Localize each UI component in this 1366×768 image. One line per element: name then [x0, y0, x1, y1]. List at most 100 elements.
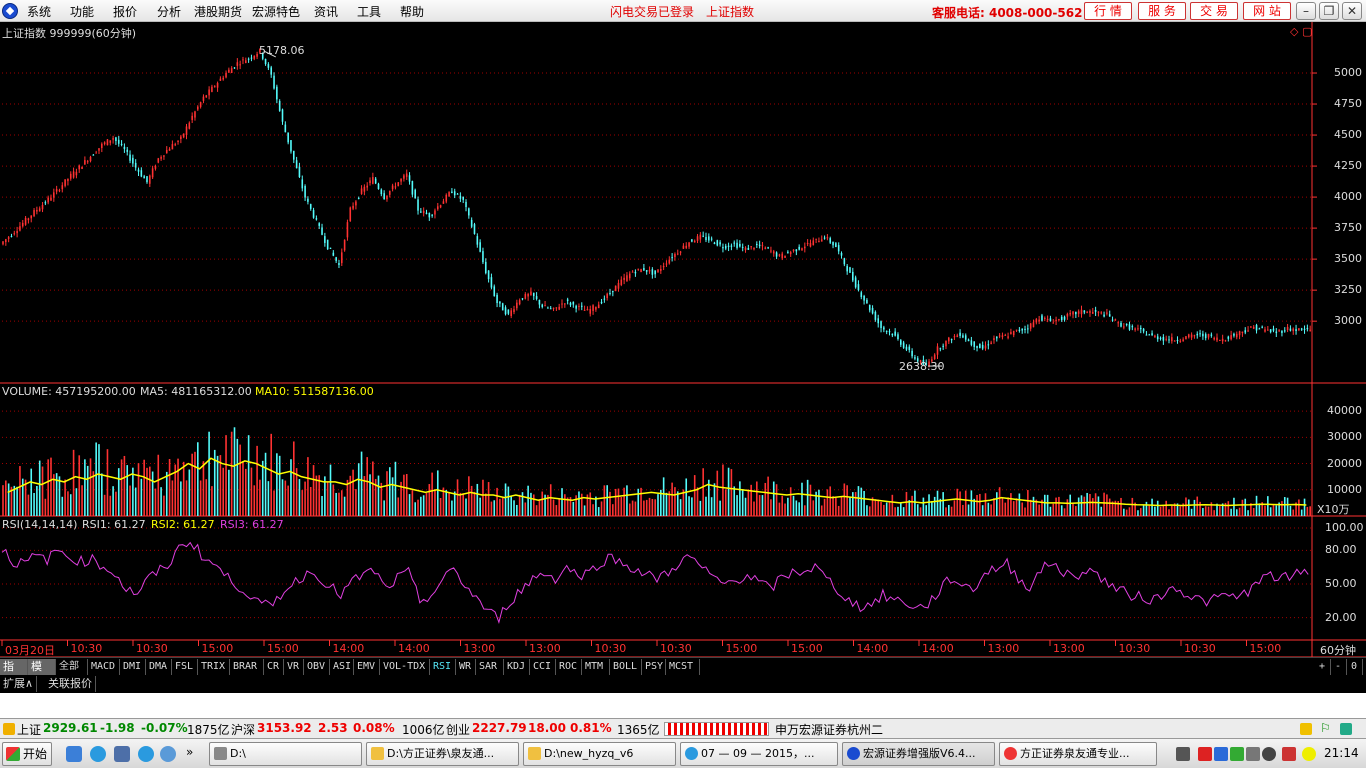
task-fangzheng[interactable]: 方正证券泉友通专业... [999, 742, 1157, 766]
network-icon[interactable] [1230, 747, 1244, 761]
candle-body [81, 166, 83, 169]
tab-roc[interactable]: ROC [556, 659, 582, 675]
antivirus-icon[interactable] [1282, 747, 1296, 761]
expand-tab[interactable]: 扩展∧ [0, 676, 38, 692]
price-tick: 4250 [1334, 159, 1362, 173]
menu-system[interactable]: 系统 [27, 5, 52, 19]
tab-指标[interactable]: 指标 [0, 659, 28, 689]
tab-kdj[interactable]: KDJ [504, 659, 530, 675]
tab-fsl[interactable]: FSL [172, 659, 198, 675]
tray-flag-icon[interactable] [1198, 747, 1212, 761]
volume-bar [674, 487, 676, 516]
candle-body [1007, 336, 1009, 338]
task-hongyuan[interactable]: 宏源证券增强版V6.4... [842, 742, 995, 766]
menu-function[interactable]: 功能 [70, 5, 95, 19]
tab-cr[interactable]: CR [264, 659, 284, 675]
close-icon[interactable]: ✕ [1342, 2, 1362, 20]
current-index-label[interactable]: 上证指数 [706, 5, 755, 19]
tab-cci[interactable]: CCI [530, 659, 556, 675]
menu-tools[interactable]: 工具 [357, 5, 382, 19]
period-label[interactable]: 60分钟 [1320, 644, 1356, 657]
volume-bar [623, 487, 625, 516]
service-button[interactable]: 服 务 [1138, 2, 1186, 20]
tab-mcst[interactable]: MCST [666, 659, 700, 675]
candle-body [459, 195, 462, 199]
menu-quotes[interactable]: 报价 [113, 5, 138, 19]
tab-emv[interactable]: EMV [354, 659, 380, 675]
volume-bar [281, 479, 284, 516]
candle-body [795, 249, 798, 252]
quotes-button[interactable]: 行 情 [1084, 2, 1132, 20]
connection-icon[interactable] [1340, 723, 1352, 735]
quicklaunch-browser-icon[interactable] [138, 746, 154, 762]
task-folder-fangzheng[interactable]: D:\方正证券\泉友通... [366, 742, 519, 766]
update-icon[interactable] [1302, 747, 1316, 761]
tab-mtm[interactable]: MTM [582, 659, 610, 675]
diamond-icon[interactable]: ◇ [1290, 25, 1299, 38]
task-browser[interactable]: 07 — 09 — 2015，... [680, 742, 838, 766]
tab-control-0[interactable]: + [1316, 659, 1331, 675]
volume-bar [713, 483, 716, 516]
candle-body [216, 83, 219, 88]
candle-body [165, 149, 168, 154]
tab-obv[interactable]: OBV [304, 659, 330, 675]
volume-bar [24, 479, 27, 516]
candle-body [933, 354, 936, 359]
tab-control-2[interactable]: 0 [1348, 659, 1363, 675]
chart-area[interactable] [0, 22, 1366, 657]
volume-bar [1286, 497, 1289, 516]
quicklaunch-desktop-icon[interactable] [114, 746, 130, 762]
menu-info[interactable]: 资讯 [314, 5, 339, 19]
volume-bar [137, 463, 140, 516]
hs-amount: 1006亿 [402, 723, 445, 737]
more-icon[interactable]: » [186, 745, 194, 759]
tab-brar[interactable]: BRAR [230, 659, 264, 675]
candle-body [1267, 329, 1269, 331]
shield-icon[interactable] [1214, 747, 1228, 761]
start-button[interactable]: 开始 [2, 742, 52, 766]
minimize-icon[interactable]: – [1296, 2, 1316, 20]
candle-body [654, 270, 656, 275]
menu-hongyuan[interactable]: 宏源特色 [252, 5, 301, 19]
tab-asi[interactable]: ASI [330, 659, 354, 675]
tab-wr[interactable]: WR [456, 659, 476, 675]
volume-icon[interactable] [1246, 747, 1260, 761]
quicklaunch-search-icon[interactable] [160, 746, 176, 762]
keyboard-icon[interactable] [1176, 747, 1190, 761]
tab-macd[interactable]: MACD [88, 659, 120, 675]
candle-body [894, 331, 896, 336]
candle-body [197, 106, 199, 110]
menu-help[interactable]: 帮助 [400, 5, 425, 19]
tab-psy[interactable]: PSY [642, 659, 666, 675]
tab-vol-tdx[interactable]: VOL-TDX [380, 659, 430, 675]
volume-bar [1114, 500, 1117, 516]
tab-trix[interactable]: TRIX [198, 659, 230, 675]
related-quotes-tab[interactable]: 关联报价 [45, 676, 96, 692]
tab-dma[interactable]: DMA [146, 659, 172, 675]
lock-icon[interactable] [1300, 723, 1312, 735]
tab-全部[interactable]: 全部 [56, 659, 88, 675]
tab-vr[interactable]: VR [284, 659, 304, 675]
app-logo-icon[interactable] [2, 3, 18, 19]
menu-analysis[interactable]: 分析 [157, 5, 182, 19]
task-drive-d[interactable]: D:\ [209, 742, 362, 766]
tab-模板[interactable]: 模板 [28, 659, 56, 689]
trade-button[interactable]: 交 易 [1190, 2, 1238, 20]
candle-body [1131, 326, 1134, 328]
tab-dmi[interactable]: DMI [120, 659, 146, 675]
tab-control-1[interactable]: - [1332, 659, 1347, 675]
clock-tray-icon[interactable] [1262, 747, 1276, 761]
tab-sar[interactable]: SAR [476, 659, 504, 675]
tab-rsi[interactable]: RSI [430, 659, 456, 675]
status-bar: 上证 2929.61 -1.98 -0.07% 1875亿 沪深 3153.92… [0, 718, 1366, 738]
menu-hk-futures[interactable]: 港股期货 [194, 5, 243, 19]
quicklaunch-ie-icon[interactable] [90, 746, 106, 762]
restore-icon[interactable]: ❐ [1319, 2, 1339, 20]
tab-boll[interactable]: BOLL [610, 659, 642, 675]
signal-icon[interactable]: ⚐ [1320, 721, 1331, 735]
market-icon[interactable] [3, 723, 15, 735]
window-toggle-icon[interactable]: ▢ [1302, 25, 1313, 38]
website-button[interactable]: 网 站 [1243, 2, 1291, 20]
task-folder-hyzq[interactable]: D:\new_hyzq_v6 [523, 742, 676, 766]
quicklaunch-folder-icon[interactable] [66, 746, 82, 762]
